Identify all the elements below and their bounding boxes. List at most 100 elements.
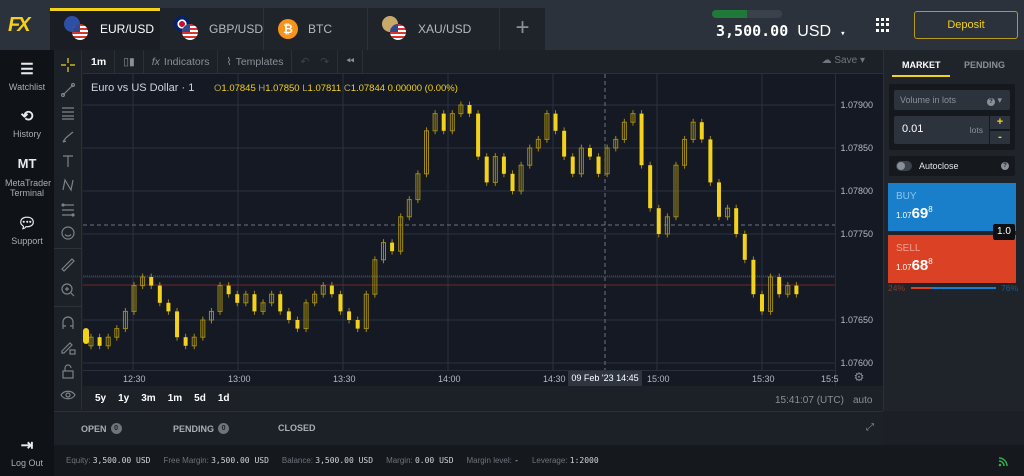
ohlc-values: O1.07845 H1.07850 L1.07811 C1.07844 0.00… [214, 83, 458, 94]
buy-button[interactable]: BUY 1.07698 [888, 183, 1016, 231]
range-5d[interactable]: 5d [194, 392, 206, 404]
tab-open-trades[interactable]: OPEN 0 [81, 423, 122, 434]
volume-type-select[interactable]: Volume in lots ? ▾ [894, 90, 1010, 110]
indicators-button[interactable]: fx Indicators [144, 49, 219, 74]
tab-xau-usd[interactable]: XAU/USD [368, 8, 499, 50]
scroll-handle[interactable] [83, 328, 89, 344]
sell-sentiment: 24% [888, 283, 906, 293]
sell-button[interactable]: SELL 1.07688 [888, 235, 1016, 283]
autoclose-row: Autoclose ? [889, 156, 1015, 176]
connection-signal-icon [998, 457, 1008, 467]
tab-closed-trades[interactable]: CLOSED [278, 423, 316, 433]
ruler-tool[interactable] [58, 255, 78, 275]
active-tab-indicator [892, 75, 950, 77]
range-selector: 5y 1y 3m 1m 5d 1d [83, 386, 883, 410]
buy-sentiment: 76% [1000, 283, 1018, 293]
redo-icon[interactable]: ↷ [320, 55, 329, 68]
zoom-in-tool[interactable] [58, 280, 78, 300]
trades-panel: OPEN 0 PENDING 0 CLOSED [54, 411, 883, 445]
crosshair-tool[interactable] [58, 55, 78, 75]
mt-icon: MT [17, 156, 37, 171]
chart-legend: Euro vs US Dollar · 1 [91, 82, 195, 94]
pattern-tool[interactable] [58, 175, 78, 195]
text-tool[interactable] [58, 151, 78, 171]
add-tab-button[interactable]: + [500, 8, 545, 50]
nav-watchlist[interactable]: ☰ Watchlist [0, 60, 54, 92]
templates-button[interactable]: ⌇ Templates [218, 49, 293, 74]
auto-scale-toggle[interactable]: auto [853, 395, 873, 406]
nav-logout[interactable]: ⇥ Log Out [0, 436, 54, 468]
time-axis[interactable]: 12:30 13:00 13:30 14:00 14:30 09 Feb '23… [83, 370, 839, 386]
deposit-button[interactable]: Deposit [914, 11, 1018, 39]
nav-metatrader[interactable]: MT MetaTrader Terminal [0, 156, 54, 198]
nav-history[interactable]: ⟲ History [0, 107, 54, 139]
range-1y[interactable]: 1y [118, 392, 130, 404]
undo-icon[interactable]: ↶ [300, 55, 310, 68]
candlestick-icon: ▯▮ [123, 55, 135, 68]
lock-drawings-icon[interactable] [58, 337, 78, 357]
brand-logo[interactable]: FX [8, 14, 31, 36]
range-5y[interactable]: 5y [95, 392, 107, 404]
magnet-icon[interactable] [58, 313, 78, 333]
order-panel: MARKET PENDING Volume in lots ? ▾ 0.01 l… [883, 50, 1024, 411]
drawing-toolbar [54, 50, 82, 410]
sentiment-bar [911, 287, 996, 289]
tab-btc[interactable]: ₿ BTC [264, 8, 367, 50]
apps-grid-icon[interactable] [876, 18, 890, 32]
volume-increase-button[interactable]: + [990, 116, 1010, 129]
top-bar: FX EUR/USD GBP/USD ₿ BTC XAU/USD + 3,500… [0, 0, 1024, 50]
templates-icon: ⌇ [226, 55, 232, 68]
chat-icon: 💬︎ [17, 215, 37, 232]
list-icon: ☰ [20, 61, 34, 78]
crosshair-time-label: 09 Feb '23 14:45 [568, 371, 642, 386]
range-1d[interactable]: 1d [217, 392, 230, 404]
save-button[interactable]: ☁︎ Save ▾ [821, 55, 865, 66]
chart-settings-gear-icon[interactable]: ⚙︎ [853, 370, 865, 384]
fib-tool[interactable] [58, 200, 78, 220]
tab-market[interactable]: MARKET [902, 60, 941, 70]
uk-us-flag-icon [174, 16, 199, 42]
candlestick-plot[interactable] [83, 74, 835, 370]
left-nav: ☰ Watchlist ⟲ History MT MetaTrader Term… [0, 50, 54, 476]
tab-pending-trades[interactable]: PENDING 0 [173, 423, 230, 434]
emoji-tool[interactable] [58, 223, 78, 243]
volume-box: Volume in lots ? ▾ 0.01 lots + - [889, 84, 1015, 150]
horizontal-lines-tool[interactable] [58, 103, 78, 123]
candle-type-button[interactable]: ▯▮ [115, 49, 144, 74]
chart-toolbar: 1m ▯▮ fx Indicators ⌇ Templates ↶ ↷ ⏪︎ ☁︎ … [83, 49, 883, 74]
replay-button[interactable]: ⏪︎ [338, 49, 364, 74]
brush-tool[interactable] [58, 127, 78, 147]
undo-redo: ↶ ↷ [292, 49, 338, 74]
gold-us-flag-icon [382, 16, 408, 42]
expand-icon[interactable]: ⤢ [866, 422, 874, 433]
account-status-bar: Equity: 3,500.00 USD Free Margin: 3,500.… [54, 445, 1024, 476]
chevron-down-icon: ▾ [840, 29, 846, 39]
timeframe-button[interactable]: 1m [83, 49, 116, 74]
balance-indicator [712, 10, 782, 18]
autoclose-toggle[interactable] [896, 161, 912, 171]
range-1m[interactable]: 1m [167, 392, 183, 404]
account-balance[interactable]: 3,500.00 USD ▾ [716, 22, 846, 40]
tab-eur-usd[interactable]: EUR/USD [50, 8, 160, 50]
nav-support[interactable]: 💬︎ Support [0, 214, 54, 246]
price-chart[interactable]: Euro vs US Dollar · 1 O1.07845 H1.07850 … [83, 74, 883, 386]
logout-icon: ⇥ [20, 437, 34, 454]
history-icon: ⟲ [20, 108, 34, 125]
function-icon: fx [151, 55, 160, 68]
eu-us-flag-icon [64, 16, 90, 42]
help-icon[interactable]: ? [1001, 162, 1009, 170]
bitcoin-icon: ₿ [278, 19, 298, 39]
cloud-icon: ☁︎ [821, 55, 832, 66]
volume-decrease-button[interactable]: - [990, 131, 1010, 144]
hide-drawings-icon[interactable] [58, 385, 78, 405]
help-icon: ? [986, 98, 995, 106]
tab-pending-order[interactable]: PENDING [964, 60, 1006, 70]
price-axis[interactable]: 1.07900 1.07850 1.07800 1.07750 1.07650 … [835, 74, 883, 386]
volume-input[interactable]: 0.01 lots [894, 116, 989, 144]
unlock-icon[interactable] [58, 361, 78, 381]
tab-gbp-usd[interactable]: GBP/USD [160, 8, 263, 50]
trendline-tool[interactable] [58, 80, 78, 100]
range-3m[interactable]: 3m [141, 392, 156, 404]
utc-clock[interactable]: 15:41:07 (UTC) [775, 395, 844, 406]
spread-badge: 1.0 [993, 224, 1015, 240]
